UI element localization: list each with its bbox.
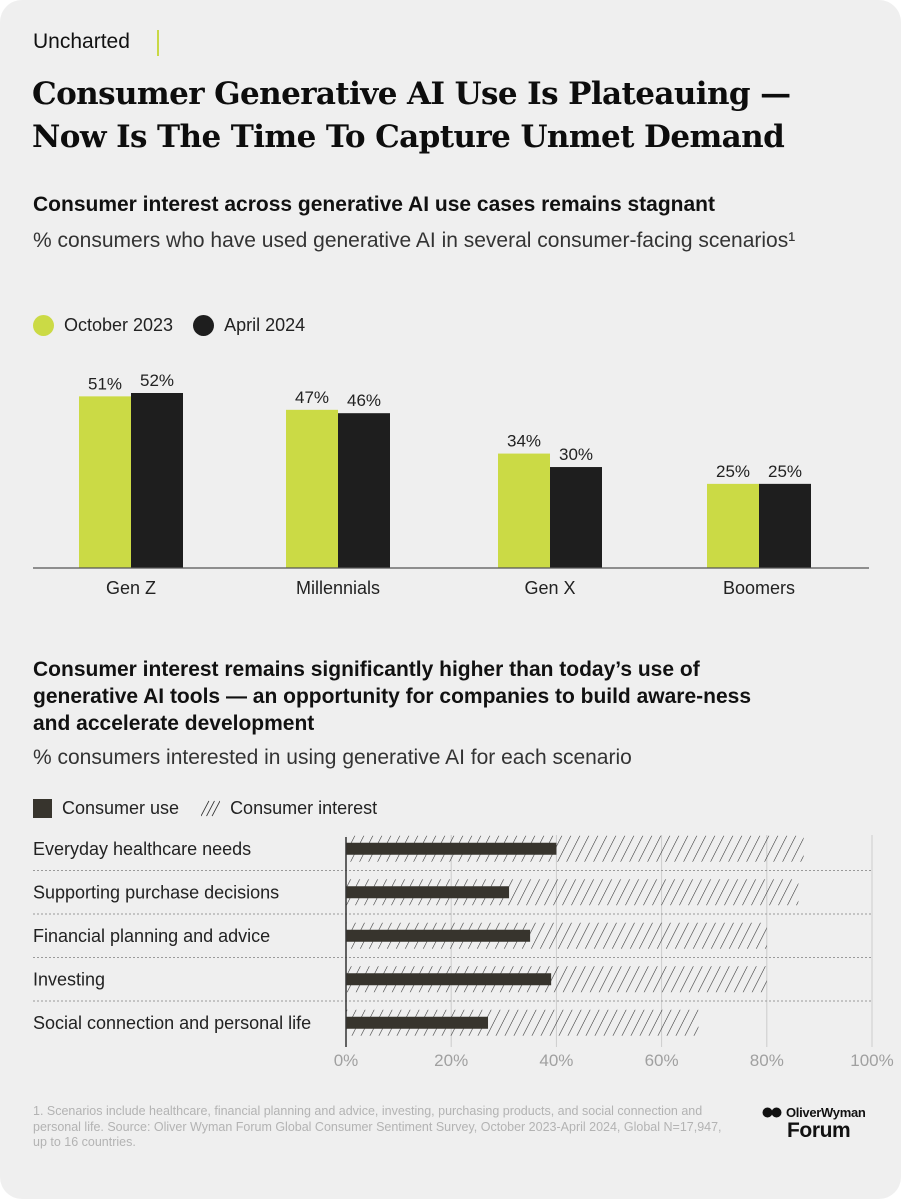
chart1-svg: 51% 52% Gen Z 47% 46% Millennials 34% 30% Gen X 2…	[33, 371, 869, 598]
legend-swatch-dark	[193, 315, 215, 336]
chart1-subtitle: % consumers who have used generative AI …	[33, 229, 796, 252]
legend-label: April 2024	[224, 315, 306, 335]
bar-value-label: 25%	[768, 462, 802, 481]
bar-value-label: 25%	[716, 462, 750, 481]
bar-value-label: 34%	[507, 432, 541, 451]
bar-oct-2023	[286, 409, 338, 568]
bar-value-label: 51%	[88, 374, 122, 393]
category-label: Gen X	[524, 578, 575, 598]
legend-label: October 2023	[64, 315, 174, 335]
bar-value-label: 30%	[559, 445, 593, 464]
category-label: Millennials	[296, 578, 380, 598]
x-tick-label: 60%	[645, 1051, 679, 1070]
row-label: Financial planning and advice	[33, 926, 270, 946]
chart2-subtitle: % consumers interested in using generati…	[33, 746, 632, 769]
category-label: Boomers	[723, 578, 795, 598]
bar-apr-2024	[759, 483, 811, 568]
x-tick-label: 80%	[750, 1051, 784, 1070]
bar-consumer-use	[346, 842, 557, 855]
x-tick-label: 0%	[334, 1051, 359, 1070]
legend-swatch-hatched	[201, 800, 221, 817]
row-label: Supporting purchase decisions	[33, 882, 279, 902]
legend-swatch-lime	[33, 315, 54, 336]
bar-apr-2024	[550, 467, 602, 568]
brand-divider	[157, 30, 159, 56]
logo-text-bottom: Forum	[787, 1119, 851, 1142]
chart2-legend: Consumer use Consumer interest	[33, 798, 397, 819]
footnote: 1. Scenarios include healthcare, financi…	[33, 1104, 722, 1149]
bar-consumer-use	[346, 1016, 489, 1029]
bar-oct-2023	[79, 396, 131, 568]
legend-label: Consumer use	[62, 798, 180, 818]
legend-label: Consumer interest	[230, 798, 378, 818]
row-label: Everyday healthcare needs	[33, 839, 251, 859]
x-tick-label: 100%	[850, 1051, 893, 1070]
row-label: Investing	[33, 969, 105, 989]
category-label: Gen Z	[106, 578, 156, 598]
legend-swatch-solid	[33, 799, 52, 818]
legend-item-consumer-interest: Consumer interest	[201, 798, 377, 819]
x-tick-label: 40%	[539, 1051, 573, 1070]
legend-item-apr-2024: April 2024	[193, 315, 305, 336]
bar-oct-2023	[498, 453, 550, 568]
bar-value-label: 52%	[140, 371, 174, 390]
legend-item-consumer-use: Consumer use	[33, 798, 179, 819]
brand-label: Uncharted	[33, 30, 130, 53]
logo-text-top: OliverWyman	[786, 1105, 866, 1120]
bar-apr-2024	[338, 413, 390, 568]
bar-consumer-use	[346, 886, 510, 899]
row-label: Social connection and personal life	[33, 1013, 311, 1033]
logo-mark-icon	[762, 1107, 782, 1118]
chart1-heading: Consumer interest across generative AI u…	[33, 193, 716, 216]
page-title: Consumer Generative AI Use Is Plateauing…	[32, 76, 791, 155]
oliver-wyman-forum-logo: OliverWyman Forum	[762, 1105, 866, 1143]
legend-item-oct-2023: October 2023	[33, 315, 173, 336]
bar-consumer-use	[346, 973, 552, 986]
chart2-heading: Consumer interest remains significantly …	[33, 658, 751, 735]
chart1-legend: October 2023 April 2024	[33, 315, 325, 336]
bar-apr-2024	[131, 393, 183, 568]
bar-oct-2023	[707, 483, 759, 568]
chart2-svg: Everyday healthcare needs Supporting purc…	[33, 835, 894, 1070]
bar-value-label: 46%	[347, 391, 381, 410]
bar-consumer-use	[346, 929, 531, 942]
x-tick-label: 20%	[434, 1051, 468, 1070]
bar-value-label: 47%	[295, 388, 329, 407]
